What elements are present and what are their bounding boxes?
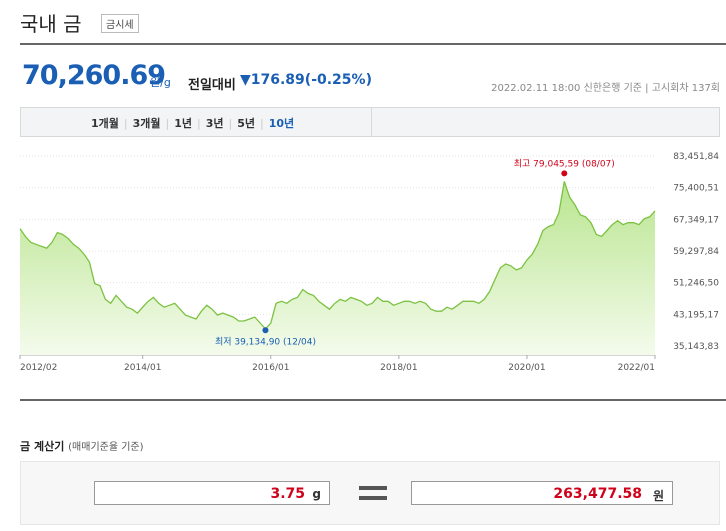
badge[interactable]: 금시세 [101, 14, 139, 33]
x-tick-label: 2018/01 [380, 363, 417, 373]
round: 고시회차 137회 [651, 83, 720, 94]
source: 신한은행 기준 [583, 83, 642, 94]
tab[interactable]: 1개월 [91, 117, 119, 130]
calculator-title: 금 계산기 (매매기준율 기준) [20, 438, 144, 454]
equals-icon [359, 496, 387, 500]
change: ▼176.89(-0.25%) [240, 72, 372, 88]
tab-list: 1개월 | 3개월 | 1년 | 3년 | 5년 | 10년 [91, 117, 295, 130]
result-unit: 원 [652, 489, 664, 503]
annotation-point [262, 327, 269, 334]
x-tick-label: 2014/01 [124, 363, 161, 373]
y-tick-label: 83,451,84 [673, 152, 719, 162]
tab[interactable]: 3개월 [132, 117, 161, 130]
title: 금 계산기 [20, 440, 65, 453]
line [19, 181, 656, 330]
divider [20, 43, 726, 45]
chart: 35,143,83 43,195,17 51,246,50 59,297,84 67,3… [19, 152, 719, 373]
meta: 2022.02.11 18:00 신한은행 기준 | 고시회차 137회 [491, 83, 720, 94]
price-unit: 원/g [150, 76, 171, 89]
input-value: 3.75 [270, 486, 305, 502]
area-fill [20, 181, 655, 355]
y-tick-label: 35,143,83 [673, 342, 719, 352]
equals-icon [359, 486, 387, 490]
y-tick-label: 75,400,51 [673, 184, 719, 194]
tab[interactable]: 10년 [268, 117, 295, 130]
annotation-label: 최저 39,134,90 (12/04) [215, 336, 316, 347]
input-field[interactable]: 3.75 g [94, 481, 330, 505]
input-unit: g [312, 487, 321, 501]
price: 70,260.69 [22, 60, 166, 91]
y-tick-label: 51,246,50 [673, 279, 719, 289]
x-tick-label: 2012/02 [20, 363, 57, 373]
subtitle: (매매기준율 기준) [68, 442, 144, 453]
x-tick-label: 2016/01 [252, 363, 289, 373]
calculator: 3.75 g 263,477.58 원 [20, 461, 720, 525]
result-field: 263,477.58 원 [411, 481, 673, 505]
y-tick-label: 43,195,17 [673, 310, 719, 320]
page-title: 국내 금 [20, 12, 82, 36]
period-tabs: 1개월 | 3개월 | 1년 | 3년 | 5년 | 10년 [20, 107, 720, 137]
x-tick-label: 2020/01 [508, 363, 545, 373]
tab[interactable]: 1년 [174, 117, 193, 130]
annotation-point [561, 170, 568, 177]
date: 2022.02.11 18:00 [491, 83, 581, 94]
y-tick-label: 59,297,84 [673, 247, 719, 257]
result-value: 263,477.58 [553, 486, 642, 502]
annotation-label: 최고 79,045,59 (08/07) [514, 158, 615, 169]
tab[interactable]: 3년 [205, 117, 224, 130]
tab[interactable]: 5년 [237, 117, 256, 130]
divider [20, 399, 726, 401]
x-tick-label: 2022/01 [618, 363, 655, 373]
change-label: 전일대비 [188, 78, 236, 93]
y-tick-label: 67,349,17 [673, 215, 719, 225]
